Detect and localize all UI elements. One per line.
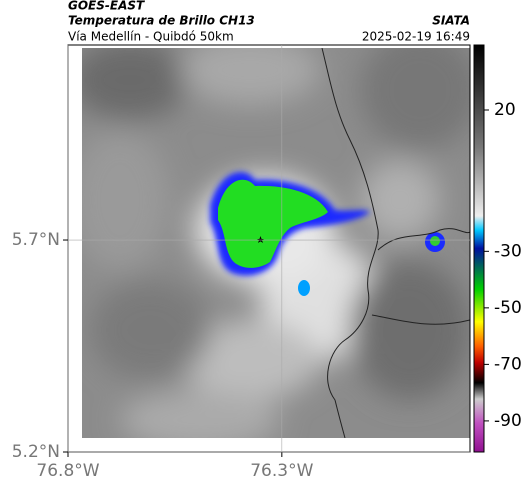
imagery <box>82 48 470 438</box>
colorbar-tick-label: -30 <box>494 241 522 261</box>
colorbar-tick-label: -50 <box>494 298 522 318</box>
source: SIATA <box>432 14 470 28</box>
x-tick-label: 76.8°W <box>36 461 99 481</box>
product: Temperatura de Brillo CH13 <box>68 14 255 28</box>
timestamp: 2025-02-19 16:49 <box>362 30 470 44</box>
y-tick-label: 5.2°N <box>12 442 60 462</box>
colorbar-tick-label: -70 <box>494 354 522 374</box>
colorbar-tick-label: -90 <box>494 411 522 431</box>
y-tick-label: 5.7°N <box>12 230 60 250</box>
satellite: GOES-EAST <box>68 0 145 13</box>
x-tick-label: 76.3°W <box>250 461 313 481</box>
colorbar <box>473 44 485 453</box>
colorbar-tick-label: 20 <box>494 100 516 120</box>
location: Vía Medellín - Quibdó 50km <box>68 30 234 44</box>
